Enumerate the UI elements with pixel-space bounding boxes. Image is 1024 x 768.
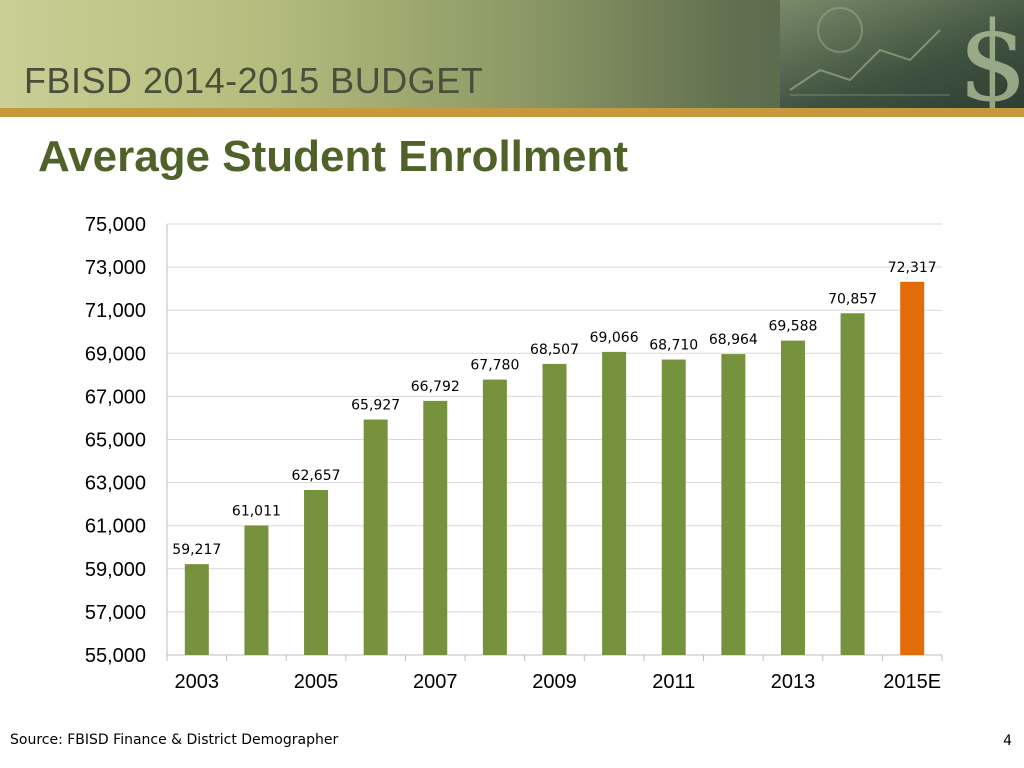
bar-2012: [721, 354, 746, 655]
header-banner: $ FBISD 2014-2015 BUDGET: [0, 0, 1024, 108]
y-tick-label: 61,000: [85, 516, 146, 538]
data-label: 72,317: [888, 260, 937, 276]
bar-2006: [363, 419, 388, 655]
data-label: 69,588: [768, 319, 817, 335]
x-tick-label: 2015E: [883, 671, 941, 693]
data-label: 70,857: [828, 291, 877, 307]
x-tick-label: 2003: [175, 671, 220, 693]
data-label: 59,217: [172, 542, 221, 558]
bar-2003: [184, 564, 209, 655]
bar-2004: [244, 525, 269, 655]
y-tick-label: 59,000: [85, 559, 146, 581]
y-tick-label: 67,000: [85, 386, 146, 408]
bar-2009: [542, 363, 567, 655]
data-label: 68,507: [530, 342, 579, 358]
y-tick-label: 69,000: [85, 343, 146, 365]
x-tick-label: 2005: [294, 671, 339, 693]
banner-artwork: $: [780, 0, 1024, 108]
bar-2005: [304, 489, 329, 655]
bar-2010: [602, 351, 627, 655]
x-tick-label: 2009: [532, 671, 577, 693]
banner-title: FBISD 2014-2015 BUDGET: [24, 60, 484, 101]
gold-divider: [0, 108, 1024, 117]
y-tick-label: 71,000: [85, 300, 146, 322]
data-label: 68,964: [709, 332, 758, 348]
page-number: 4: [1003, 733, 1012, 749]
data-label: 65,927: [351, 398, 400, 414]
bar-2013: [780, 340, 805, 655]
bar-2008: [482, 379, 507, 655]
bar-2011: [661, 359, 686, 655]
data-label: 69,066: [590, 330, 639, 346]
data-label: 61,011: [232, 503, 281, 519]
y-tick-label: 73,000: [85, 257, 146, 279]
source-note: Source: FBISD Finance & District Demogra…: [10, 732, 339, 748]
y-tick-label: 65,000: [85, 430, 146, 452]
y-tick-label: 57,000: [85, 602, 146, 624]
data-label: 68,710: [649, 338, 698, 354]
bar-2015E: [900, 281, 925, 655]
data-label: 66,792: [411, 379, 460, 395]
dollar-sign-icon: $: [789, 0, 1024, 108]
svg-text:$: $: [958, 0, 1024, 108]
x-tick-label: 2007: [413, 671, 458, 693]
slide-title: Average Student Enrollment: [38, 132, 629, 181]
bar-2014: [840, 313, 865, 655]
data-label: 67,780: [470, 358, 519, 374]
y-tick-label: 63,000: [85, 473, 146, 495]
data-label: 62,657: [292, 468, 341, 484]
y-tick-label: 55,000: [85, 645, 146, 667]
bar-2007: [423, 400, 448, 655]
enrollment-bar-chart: 55,000 57,000 59,000 61,000 63,000 65,000 67,0…: [85, 214, 943, 693]
x-tick-label: 2011: [652, 671, 695, 693]
x-tick-label: 2013: [771, 671, 816, 693]
y-tick-label: 75,000: [85, 214, 146, 236]
